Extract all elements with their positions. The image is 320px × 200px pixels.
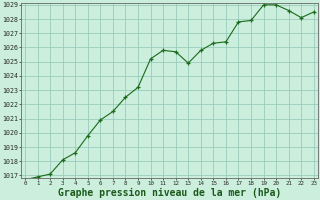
- X-axis label: Graphe pression niveau de la mer (hPa): Graphe pression niveau de la mer (hPa): [58, 188, 281, 198]
